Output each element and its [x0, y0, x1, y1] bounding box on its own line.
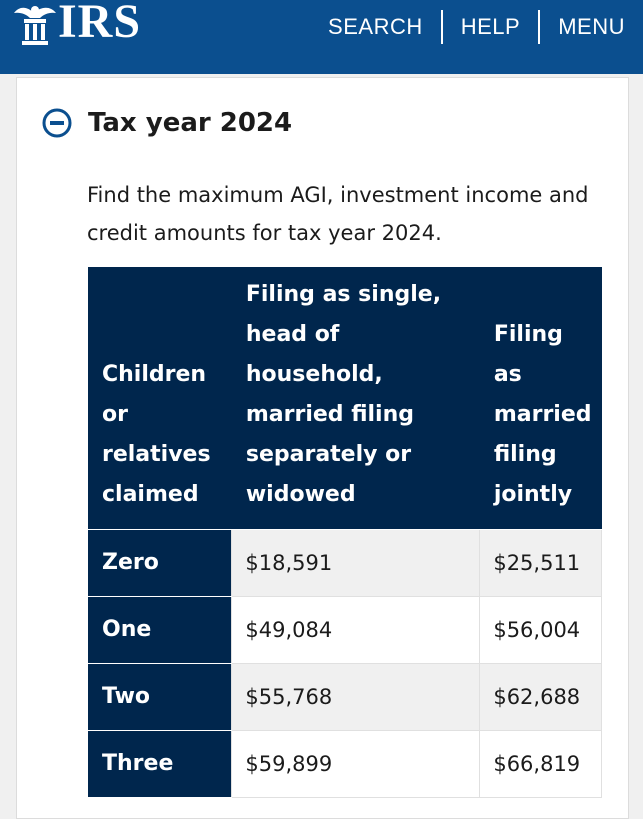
row-label: One	[88, 596, 232, 664]
accordion-header[interactable]: Tax year 2024	[42, 108, 292, 138]
logo-text: IRS	[58, 0, 142, 48]
row-label: Three	[88, 730, 232, 798]
column-header-children: Children or relatives claimed	[88, 267, 232, 530]
help-link[interactable]: HELP	[460, 14, 521, 39]
row-label: Two	[88, 663, 232, 731]
section-title: Tax year 2024	[88, 108, 293, 138]
irs-logo[interactable]: IRS	[10, 0, 141, 50]
single-amount: $59,899	[231, 730, 481, 798]
nav-divider	[538, 10, 541, 44]
table-row: One $49,084 $56,004	[88, 596, 602, 664]
irs-eagle-icon	[14, 6, 56, 45]
single-amount: $18,591	[231, 529, 481, 597]
site-header: IRS SEARCH HELP MENU	[0, 0, 643, 74]
accordion-panel: Tax year 2024 Find the maximum AGI, inve…	[16, 77, 629, 819]
menu-button[interactable]: MENU	[558, 14, 625, 39]
table-row: Two $55,768 $62,688	[88, 663, 602, 731]
table-row: Three $59,899 $66,819	[88, 730, 602, 798]
minus-circle-icon[interactable]	[42, 108, 72, 138]
agi-table: Children or relatives claimed Filing as …	[88, 267, 602, 798]
joint-amount: $66,819	[479, 730, 602, 798]
joint-amount: $62,688	[479, 663, 602, 731]
single-amount: $49,084	[231, 596, 481, 664]
intro-text: Find the maximum AGI, investment income …	[87, 183, 589, 245]
single-amount: $55,768	[231, 663, 481, 731]
header-nav: SEARCH HELP MENU	[310, 10, 643, 44]
table-row: Zero $18,591 $25,511	[88, 529, 602, 597]
row-label: Zero	[88, 529, 232, 597]
nav-divider	[440, 10, 443, 44]
column-header-joint: Filing as married filing jointly	[479, 267, 602, 530]
search-link[interactable]: SEARCH	[328, 14, 423, 39]
joint-amount: $25,511	[479, 529, 602, 597]
column-header-single: Filing as single, head of household, mar…	[231, 267, 480, 530]
table-header-row: Children or relatives claimed Filing as …	[88, 267, 602, 530]
joint-amount: $56,004	[479, 596, 602, 664]
